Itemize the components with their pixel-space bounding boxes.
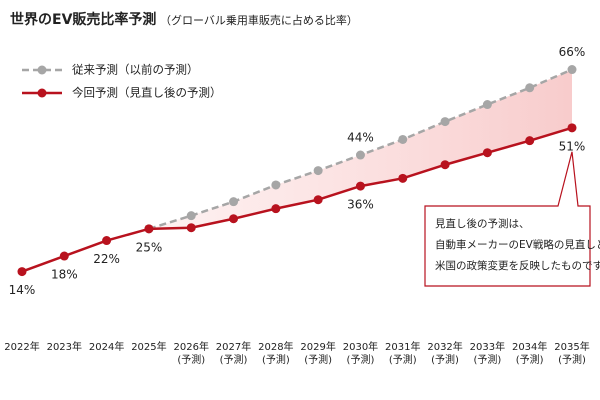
point <box>17 267 27 277</box>
x-tick-label: 2022年 <box>4 340 39 353</box>
x-tick-label: 2029年 <box>300 340 335 353</box>
data-label: 22% <box>93 252 120 266</box>
point <box>313 166 323 176</box>
chart-subtitle: （グローバル乗用車販売に占める比率） <box>160 13 358 27</box>
chart-title: 世界のEV販売比率予測 <box>10 11 156 28</box>
point <box>567 123 577 133</box>
legend-marker <box>37 88 47 98</box>
annotation-text: 見直し後の予測は、 <box>435 217 530 230</box>
legend-label: 今回予測（見直し後の予測） <box>72 86 222 100</box>
point <box>271 204 281 214</box>
x-tick-sublabel: (予測) <box>177 353 205 366</box>
point <box>482 100 492 110</box>
data-label: 36% <box>347 198 374 212</box>
point <box>440 160 450 170</box>
x-tick-sublabel: (予測) <box>473 353 501 366</box>
point <box>271 180 281 190</box>
point <box>144 224 154 234</box>
x-tick-sublabel: (予測) <box>262 353 290 366</box>
data-label: 44% <box>347 131 374 145</box>
point <box>440 117 450 127</box>
x-tick-sublabel: (予測) <box>558 353 586 366</box>
callout-box <box>424 151 591 287</box>
x-tick-label: 2030年 <box>343 340 378 353</box>
legend-label: 従来予測（以前の予測） <box>72 63 199 77</box>
legend-marker <box>37 65 47 75</box>
point <box>229 214 239 224</box>
x-tick-label: 2027年 <box>216 340 251 353</box>
point <box>313 195 323 205</box>
point <box>355 150 365 160</box>
x-tick-label: 2035年 <box>554 340 589 353</box>
point <box>482 148 492 158</box>
annotation-text: 自動車メーカーのEV戦略の見直しと <box>435 238 600 251</box>
x-tick-label: 2028年 <box>258 340 293 353</box>
data-label: 18% <box>51 268 78 282</box>
x-tick-label: 2024年 <box>89 340 124 353</box>
x-tick-sublabel: (予測) <box>389 353 417 366</box>
data-label: 51% <box>559 139 586 153</box>
x-tick-label: 2032年 <box>427 340 462 353</box>
x-tick-sublabel: (予測) <box>516 353 544 366</box>
point <box>102 236 112 246</box>
x-tick-sublabel: (予測) <box>431 353 459 366</box>
point <box>398 173 408 183</box>
x-tick-sublabel: (予測) <box>304 353 332 366</box>
point <box>567 65 577 75</box>
annotation-text: 米国の政策変更を反映したものです。 <box>435 259 600 272</box>
data-label: 14% <box>9 283 36 297</box>
x-tick-label: 2033年 <box>470 340 505 353</box>
x-tick-label: 2031年 <box>385 340 420 353</box>
point <box>59 251 69 261</box>
point <box>186 223 196 233</box>
x-tick-label: 2034年 <box>512 340 547 353</box>
point <box>525 136 535 146</box>
x-tick-label: 2025年 <box>131 340 166 353</box>
data-label: 66% <box>559 45 586 59</box>
point <box>229 197 239 207</box>
point <box>186 211 196 221</box>
data-label: 25% <box>136 240 163 254</box>
x-tick-label: 2023年 <box>47 340 82 353</box>
point <box>355 181 365 191</box>
point <box>525 83 535 93</box>
point <box>398 134 408 144</box>
series-line <box>21 126 573 273</box>
x-tick-label: 2026年 <box>174 340 209 353</box>
x-tick-sublabel: (予測) <box>347 353 375 366</box>
x-tick-sublabel: (予測) <box>220 353 248 366</box>
